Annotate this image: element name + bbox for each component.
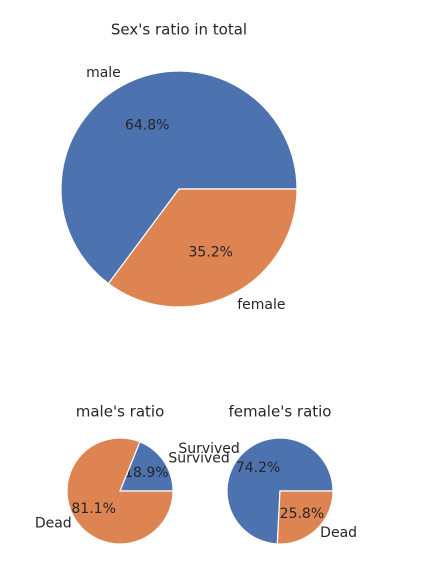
wedge-label: Survived [168,450,229,466]
wedge-label: male [86,65,121,81]
wedge-label: Dead [320,525,357,541]
pie-wedge [66,437,174,545]
pie-wedge [60,70,298,285]
chart-title: male's ratio [76,403,165,421]
value-label: 81.1% [71,501,115,517]
value-label: 18.9% [124,465,168,481]
value-label: 25.8% [280,506,324,522]
chart-title: Sex's ratio in total [111,21,247,39]
value-label: 64.8% [125,118,169,134]
value-label: 35.2% [189,244,233,260]
wedge-label: Dead [35,516,72,532]
pie-wedge [276,490,334,545]
pie-wedge [119,441,174,492]
wedge-label: female [237,297,285,313]
pie-wedge [107,188,298,308]
wedge-label: Survived [178,441,239,457]
value-label: 74.2% [236,460,280,476]
chart-title: female's ratio [228,403,331,421]
